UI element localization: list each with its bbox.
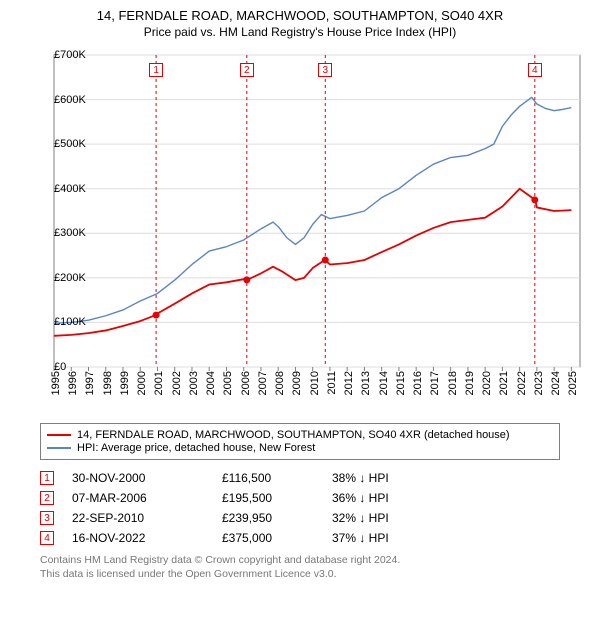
- x-tick-label: 2000: [136, 371, 148, 395]
- legend-swatch: [47, 434, 71, 436]
- x-tick-label: 1999: [119, 371, 131, 395]
- sale-row: 3 22-SEP-2010£239,95032% ↓ HPI: [40, 508, 586, 528]
- x-tick-label: 1996: [67, 371, 79, 395]
- x-tick-label: 2012: [343, 371, 355, 395]
- footer-line2: This data is licensed under the Open Gov…: [40, 568, 586, 582]
- sale-diff: 38% ↓ HPI: [332, 471, 452, 485]
- event-marker: 4: [528, 63, 542, 77]
- sale-price: £195,500: [222, 491, 332, 505]
- sale-row: 1 30-NOV-2000£116,50038% ↓ HPI: [40, 468, 586, 488]
- x-tick-label: 2010: [309, 371, 321, 395]
- x-tick-label: 2013: [360, 371, 372, 395]
- sale-diff: 32% ↓ HPI: [332, 511, 452, 525]
- sale-diff: 37% ↓ HPI: [332, 531, 452, 545]
- x-tick-label: 2024: [550, 371, 562, 395]
- x-tick-label: 1995: [50, 371, 62, 395]
- x-tick-label: 2015: [395, 371, 407, 395]
- x-tick-label: 2020: [481, 371, 493, 395]
- event-marker: 2: [240, 63, 254, 77]
- x-tick-label: 2002: [171, 371, 183, 395]
- x-tick-label: 2003: [188, 371, 200, 395]
- sale-date: 30-NOV-2000: [72, 471, 222, 485]
- event-marker: 3: [318, 63, 332, 77]
- sale-marker: 4: [40, 531, 54, 545]
- x-tick-label: 2001: [153, 371, 165, 395]
- sale-date: 22-SEP-2010: [72, 511, 222, 525]
- legend-label: 14, FERNDALE ROAD, MARCHWOOD, SOUTHAMPTO…: [77, 429, 510, 441]
- legend-item: 14, FERNDALE ROAD, MARCHWOOD, SOUTHAMPTO…: [47, 429, 553, 441]
- sales-table: 1 30-NOV-2000£116,50038% ↓ HPI 2 07-MAR-200…: [40, 468, 586, 548]
- sale-price: £239,950: [222, 511, 332, 525]
- x-tick-label: 2008: [274, 371, 286, 395]
- sale-row: 4 16-NOV-2022£375,00037% ↓ HPI: [40, 528, 586, 548]
- x-tick-label: 2006: [240, 371, 252, 395]
- sale-date: 16-NOV-2022: [72, 531, 222, 545]
- sale-price: £116,500: [222, 471, 332, 485]
- x-tick-label: 1998: [102, 371, 114, 395]
- chart-title: 14, FERNDALE ROAD, MARCHWOOD, SOUTHAMPTO…: [10, 8, 590, 23]
- x-tick-label: 2017: [429, 371, 441, 395]
- x-tick-label: 1997: [84, 371, 96, 395]
- footer-attribution: Contains HM Land Registry data © Crown c…: [40, 554, 586, 581]
- x-tick-label: 2011: [326, 371, 338, 395]
- x-tick-label: 2016: [412, 371, 424, 395]
- sale-diff: 36% ↓ HPI: [332, 491, 452, 505]
- sale-marker: 1: [40, 471, 54, 485]
- x-tick-label: 2007: [257, 371, 269, 395]
- footer-line1: Contains HM Land Registry data © Crown c…: [40, 554, 586, 568]
- legend-swatch: [47, 447, 71, 449]
- legend-label: HPI: Average price, detached house, New …: [77, 442, 315, 454]
- x-tick-label: 2014: [378, 371, 390, 395]
- x-tick-label: 2021: [498, 371, 510, 395]
- legend: 14, FERNDALE ROAD, MARCHWOOD, SOUTHAMPTO…: [40, 423, 560, 460]
- x-tick-label: 2019: [464, 371, 476, 395]
- x-tick-label: 2025: [567, 371, 579, 395]
- chart-subtitle: Price paid vs. HM Land Registry's House …: [10, 25, 590, 39]
- sale-marker: 3: [40, 511, 54, 525]
- x-tick-label: 2018: [447, 371, 459, 395]
- x-tick-label: 2022: [516, 371, 528, 395]
- sale-row: 2 07-MAR-2006£195,50036% ↓ HPI: [40, 488, 586, 508]
- legend-item: HPI: Average price, detached house, New …: [47, 442, 553, 454]
- sale-date: 07-MAR-2006: [72, 491, 222, 505]
- x-tick-label: 2005: [222, 371, 234, 395]
- price-chart: £0£100K£200K£300K£400K£500K£600K£700K199…: [10, 45, 590, 415]
- sale-marker: 2: [40, 491, 54, 505]
- x-tick-label: 2023: [533, 371, 545, 395]
- x-tick-label: 2004: [205, 371, 217, 395]
- event-marker: 1: [149, 63, 163, 77]
- sale-price: £375,000: [222, 531, 332, 545]
- x-tick-label: 2009: [291, 371, 303, 395]
